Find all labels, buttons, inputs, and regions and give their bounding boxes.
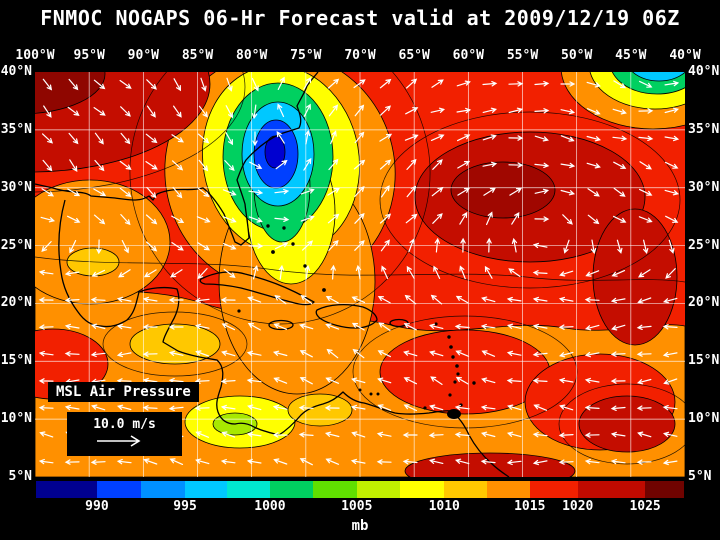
lat-label-left: 5°N: [8, 469, 32, 484]
lat-label-right: 15°N: [688, 353, 720, 369]
lon-label: 45°W: [615, 48, 647, 63]
lon-label: 60°W: [452, 48, 484, 63]
lat-label-left: 20°N: [0, 295, 32, 311]
lon-label: 70°W: [344, 48, 376, 63]
colorbar-tick-label: 1020: [562, 499, 594, 514]
lon-label: 85°W: [181, 48, 214, 63]
wind-vector-arrows: [38, 76, 680, 466]
colorbar-segment: [313, 481, 357, 498]
lat-label-right: 30°N: [688, 179, 720, 195]
lon-label: 55°W: [506, 48, 539, 63]
colorbar-tick-label: 1010: [428, 499, 460, 514]
lon-label: 95°W: [73, 48, 105, 63]
lat-label-right: 35°N: [688, 121, 720, 137]
colorbar-tick-label: 1015: [514, 499, 546, 514]
wind-scale-label: 10.0 m/s: [93, 417, 156, 432]
colorbar-segment: [400, 481, 445, 498]
coastlines: [34, 71, 510, 478]
colorbar-segment: [529, 481, 578, 498]
lat-label-left: 30°N: [0, 179, 32, 195]
colorbar-segment: [96, 481, 141, 498]
lat-label-right: 40°N: [688, 64, 720, 79]
colorbar-segment: [185, 481, 228, 498]
colorbar-segment: [645, 481, 684, 498]
colorbar-segment: [486, 481, 530, 498]
lat-label-right: 10°N: [688, 411, 720, 427]
colorbar-tick-label: 1000: [254, 499, 286, 514]
lat-label-left: 40°N: [0, 64, 32, 79]
lon-label: 100°W: [15, 48, 55, 63]
lon-label: 50°W: [561, 48, 593, 63]
wind-scale-arrow-icon: [97, 435, 141, 447]
colorbar-ticks: 990 995 1000 1005 1010 1015 1020 1025: [36, 499, 684, 515]
colorbar-segment: [140, 481, 186, 498]
lat-label-left: 10°N: [0, 411, 32, 427]
lat-label-left: 25°N: [0, 237, 32, 253]
lat-label-left: 35°N: [0, 121, 32, 137]
colorbar-segment: [227, 481, 270, 498]
colorbar-segment: [356, 481, 401, 498]
lon-label: 80°W: [236, 48, 268, 63]
colorbar: [36, 481, 684, 498]
colorbar-tick-label: 1025: [629, 499, 661, 514]
colorbar-tick-label: 1005: [341, 499, 373, 514]
colorbar-segment: [444, 481, 487, 498]
wind-scale-box: 10.0 m/s: [67, 412, 182, 456]
colorbar-units: mb: [351, 518, 369, 534]
lon-label: 90°W: [127, 48, 159, 63]
lon-label: 75°W: [290, 48, 322, 63]
colorbar-tick-label: 990: [85, 499, 109, 514]
field-label: MSL Air Pressure: [48, 382, 199, 402]
lat-label-right: 5°N: [688, 469, 712, 484]
colorbar-segment: [577, 481, 646, 498]
lon-label: 65°W: [398, 48, 430, 63]
colorbar-segment: [36, 481, 97, 498]
lat-label-left: 15°N: [0, 353, 32, 369]
lon-label: 40°W: [669, 48, 701, 63]
lat-label-right: 20°N: [688, 295, 720, 311]
chart-title: FNMOC NOGAPS 06-Hr Forecast valid at 200…: [40, 6, 680, 30]
map-area: MSL Air Pressure 10.0 m/s: [0, 0, 720, 490]
small-islands: [237, 224, 476, 419]
lat-label-right: 25°N: [688, 237, 720, 253]
colorbar-segment: [269, 481, 314, 498]
colorbar-tick-label: 995: [173, 499, 197, 514]
